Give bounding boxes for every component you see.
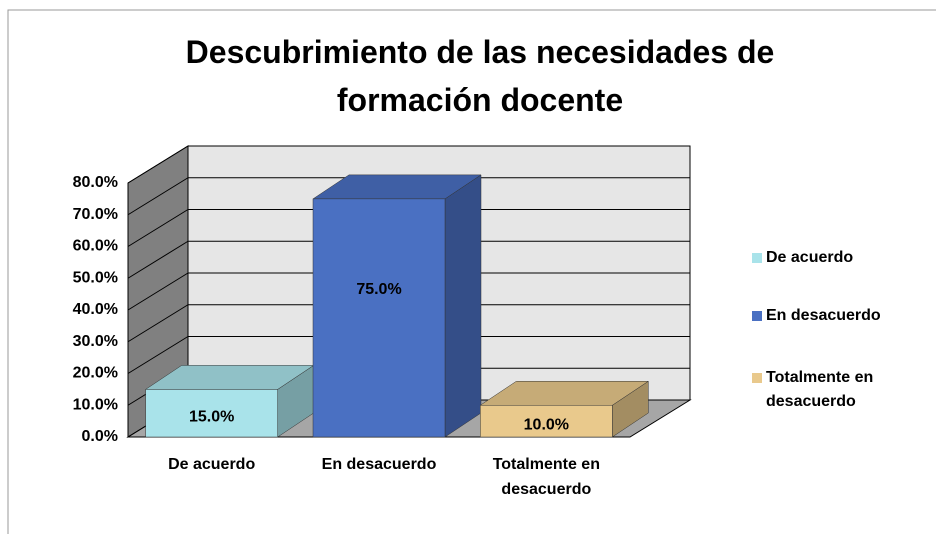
bar-side xyxy=(444,174,482,438)
data-label: 10.0% xyxy=(524,416,569,433)
bar xyxy=(480,405,613,438)
y-tick-label: 0.0% xyxy=(82,428,118,445)
legend-label: Totalmente en desacuerdo xyxy=(766,369,874,410)
y-tick-label: 70.0% xyxy=(73,206,118,223)
y-tick-label: 30.0% xyxy=(73,333,118,350)
side-grid-line xyxy=(127,272,189,311)
y-tick-label: 60.0% xyxy=(73,238,118,255)
bar xyxy=(145,389,278,438)
side-grid-line xyxy=(127,177,189,216)
y-tick-label: 20.0% xyxy=(73,365,118,382)
y-tick-label: 10.0% xyxy=(73,396,118,413)
side-grid-line xyxy=(127,304,189,343)
chart-title: Descubrimiento de las necesidades de for… xyxy=(185,34,775,118)
y-tick-label: 40.0% xyxy=(73,301,118,318)
side-grid-line xyxy=(127,336,189,374)
chart-frame xyxy=(7,9,936,534)
side-grid-line xyxy=(127,209,189,247)
legend-label: De acuerdo xyxy=(766,249,854,266)
y-tick-label: 80.0% xyxy=(73,174,118,191)
data-label: 75.0% xyxy=(356,281,401,298)
legend-swatch xyxy=(752,253,762,263)
data-label: 15.0% xyxy=(189,408,234,425)
x-tick-label: Totalmente en desacuerdo xyxy=(492,456,600,498)
x-tick-label: En desacuerdo xyxy=(321,456,437,473)
x-tick-label: De acuerdo xyxy=(168,456,256,473)
side-grid-line xyxy=(127,240,189,279)
legend-swatch xyxy=(752,311,762,321)
bar xyxy=(312,198,446,438)
legend-swatch xyxy=(752,373,762,383)
legend-label: En desacuerdo xyxy=(766,307,881,324)
y-tick-label: 50.0% xyxy=(73,269,118,286)
side-grid-line xyxy=(127,145,189,184)
